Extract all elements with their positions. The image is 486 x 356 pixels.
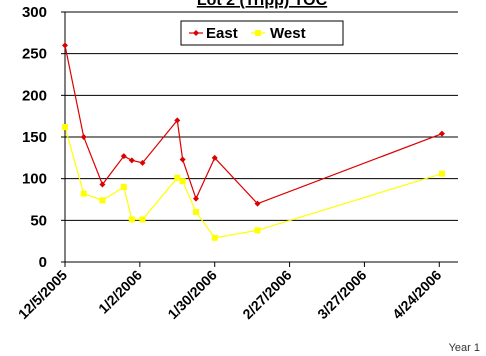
footer-label: Year 1 [449,342,480,354]
gridlines [65,11,458,221]
point-west [193,209,199,215]
point-west [174,174,181,181]
legend-label-east: East [206,25,238,42]
point-west [211,234,218,241]
point-west [179,178,186,185]
y-tick-label: 200 [22,87,47,104]
y-tick-label: 300 [22,4,47,21]
x-tick-label: 4/24/2006 [389,267,445,323]
point-east [438,130,445,137]
legend-label-west: West [270,25,306,42]
legend-marker-east [193,30,199,36]
x-tick-label: 12/5/2005 [15,267,71,323]
chart-title-text: Lot 2 (Tripp) TOC [197,0,328,9]
point-east [254,200,261,207]
point-east [193,195,199,202]
y-tick-label: 50 [30,212,47,229]
point-east [62,42,68,49]
y-tick-label: 150 [22,129,47,146]
x-tick-label: 2/27/2006 [239,267,295,323]
x-tick-label: 1/2/2006 [95,267,145,317]
y-tick-label: 0 [39,254,47,271]
y-axis-ticks: 0 50 100 150 200 250 300 [22,4,65,271]
x-tick-label: 1/30/2006 [164,267,220,323]
point-west [128,216,135,223]
legend-box [180,20,344,46]
point-west [99,197,106,204]
point-east [128,157,135,164]
series-line-east [64,45,443,205]
point-east [80,134,87,140]
chart-title: Lot 2 (Tripp) TOC [197,0,328,9]
legend: East West [180,20,344,46]
y-tick-label: 100 [22,171,47,188]
series [62,42,445,241]
series-line-west [64,126,443,239]
point-west [120,184,127,190]
point-west [62,124,68,130]
point-east [139,159,146,166]
point-east [174,117,181,124]
point-west [438,170,445,177]
point-west [80,190,87,197]
point-east [99,181,106,188]
point-east [211,154,218,161]
legend-marker-west [255,30,261,36]
point-west [254,227,261,234]
point-east [179,156,186,163]
point-east [120,153,127,160]
y-tick-label: 250 [22,46,47,63]
x-axis-ticks: 12/5/2005 1/2/2006 1/30/2006 2/27/2006 3/27/… [15,262,445,322]
x-tick-label: 3/27/2006 [314,267,370,323]
point-west [139,216,146,223]
